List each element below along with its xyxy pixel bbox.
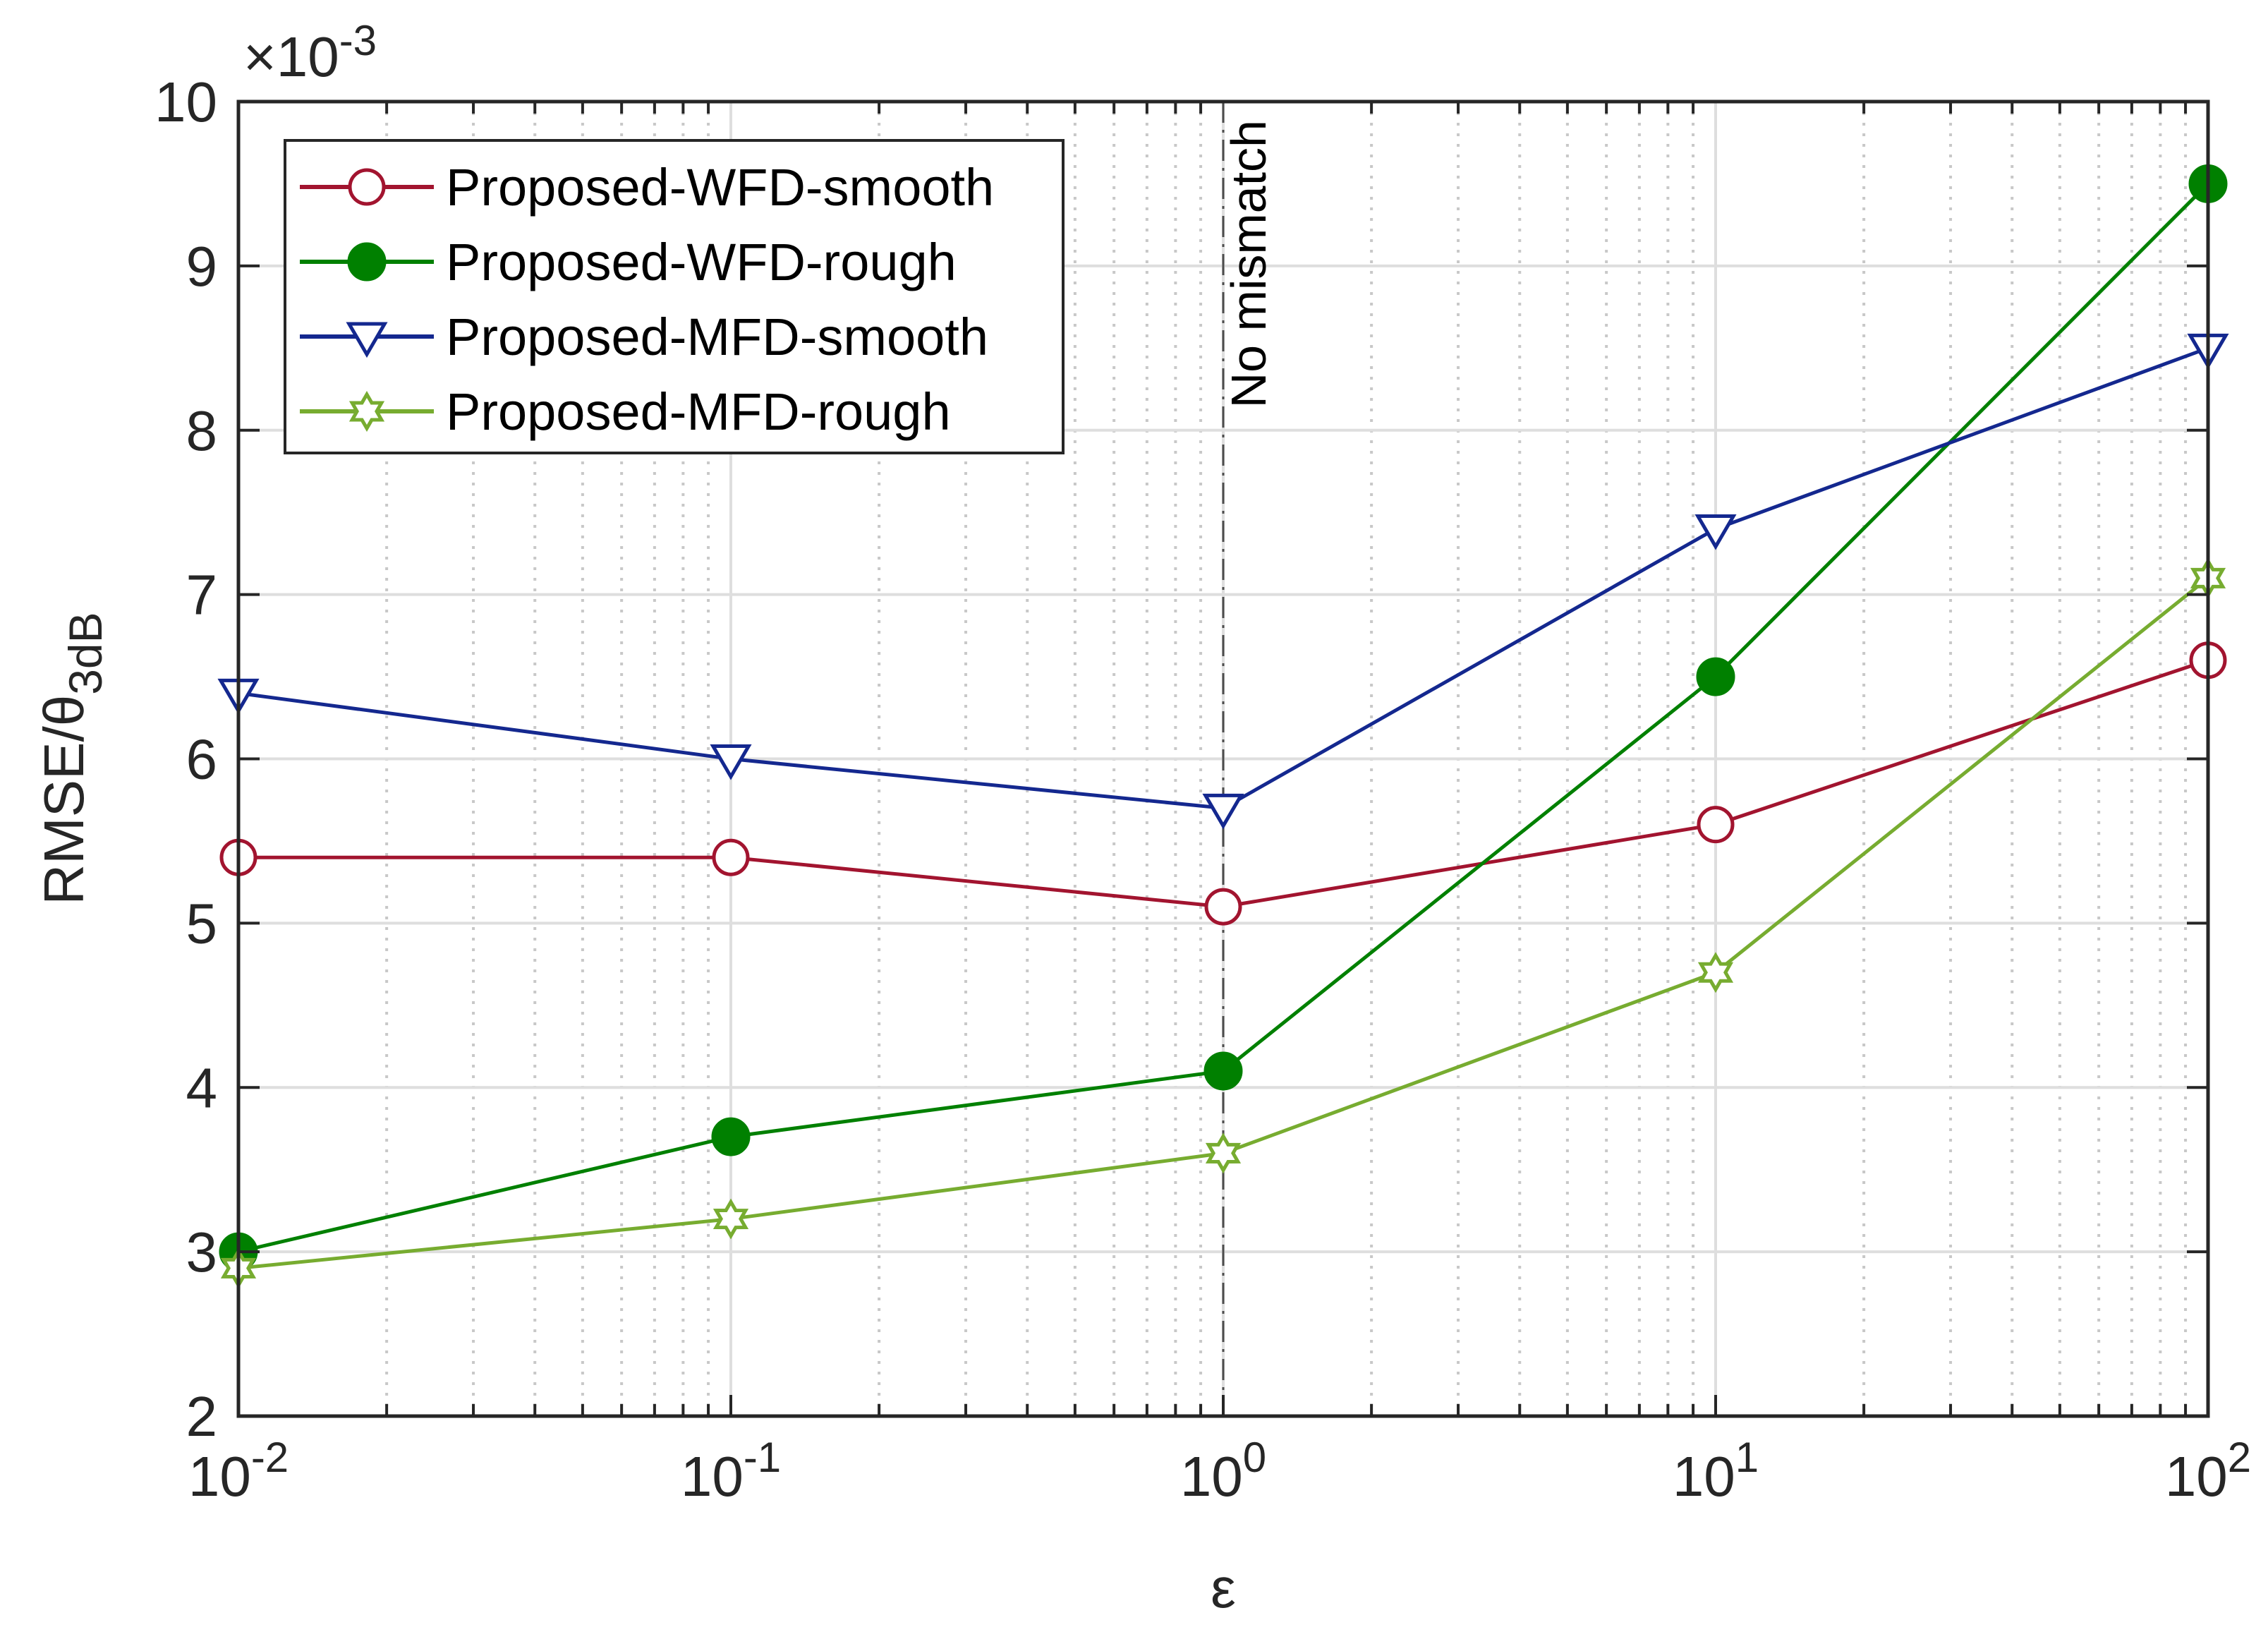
legend-label: Proposed-WFD-rough: [446, 233, 957, 291]
x-tick-label: 10-1: [681, 1434, 781, 1508]
circle-open-marker: [712, 838, 750, 876]
hexagram-marker: [348, 391, 385, 432]
circle-open-marker: [348, 168, 386, 206]
legend-item: Proposed-WFD-rough: [300, 233, 957, 291]
x-tick-label: 101: [1673, 1434, 1759, 1508]
triangle-down-marker: [1694, 514, 1737, 550]
y-multiplier: ×10-3: [243, 17, 377, 88]
circle-filled-marker: [347, 242, 387, 282]
hexagram-marker: [712, 1198, 749, 1240]
no-mismatch-label: No mismatch: [1221, 120, 1276, 408]
legend: Proposed-WFD-smooth Proposed-WFD-rough Pro…: [284, 139, 1065, 454]
circle-filled-marker: [711, 1117, 751, 1156]
legend-label: Proposed-WFD-smooth: [446, 158, 994, 217]
legend-item: Proposed-MFD-smooth: [300, 308, 988, 366]
y-tick-label: 6: [186, 728, 218, 791]
series-proposed-wfd-smooth: [219, 641, 2227, 926]
hexagram-marker: [1697, 952, 1734, 993]
y-tick-label: 8: [186, 399, 218, 462]
y-tick-label: 5: [186, 892, 218, 955]
y-tick-label: 4: [186, 1056, 218, 1119]
triangle-down-marker: [710, 744, 752, 780]
x-axis-label: ε: [1211, 1557, 1236, 1619]
triangle-down-marker: [346, 322, 388, 358]
legend-item: Proposed-WFD-smooth: [300, 158, 994, 217]
circle-open-marker: [1697, 806, 1735, 844]
x-tick-label: 102: [2165, 1434, 2251, 1508]
legend-label: Proposed-MFD-rough: [446, 382, 951, 441]
circle-filled-marker: [1696, 657, 1735, 696]
no-mismatch-annotation: No mismatch: [1221, 102, 1276, 1416]
legend-box: [284, 139, 1065, 454]
legend-label: Proposed-MFD-smooth: [446, 308, 988, 366]
hexagram-marker: [1205, 1132, 1242, 1174]
x-tick-label: 100: [1180, 1434, 1266, 1508]
y-axis-label: RMSE/θ3dB: [32, 612, 111, 905]
circle-open-marker: [1204, 888, 1242, 926]
y-tick-label: 9: [186, 235, 218, 298]
y-tick-label: 3: [186, 1221, 218, 1283]
circle-filled-marker: [1203, 1051, 1243, 1091]
legend-item: Proposed-MFD-rough: [300, 382, 951, 441]
y-tick-label: 7: [186, 564, 218, 627]
y-tick-label: 10: [154, 71, 217, 133]
triangle-down-marker: [1202, 793, 1244, 830]
x-tick-label: 10-2: [188, 1434, 289, 1508]
y-tick-label: 2: [186, 1385, 218, 1448]
ticks: 10-2 10-1 100 101 102 2 3 4 5 6 7 8 9 10: [154, 71, 2251, 1508]
